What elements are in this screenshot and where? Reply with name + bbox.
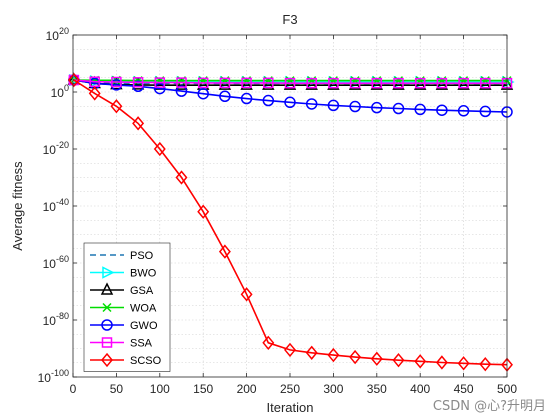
series-point-ssa	[241, 77, 252, 89]
series-point-gwo	[262, 94, 275, 107]
series-point-ssa	[176, 77, 187, 88]
x-tick-label: 400	[410, 382, 430, 396]
series-point-ssa	[111, 76, 122, 88]
series-point-ssa	[89, 76, 100, 87]
series-line-scso	[73, 79, 508, 366]
x-tick-label: 200	[237, 382, 257, 396]
legend-marker-ssa	[101, 337, 113, 348]
series-point-scso	[284, 342, 296, 358]
legend: PSO BWO GSA WOA GWO SSA SCSO	[83, 242, 171, 372]
legend-marker-gwo	[101, 319, 113, 331]
series-point-ssa	[458, 77, 469, 89]
series-point-scso	[370, 351, 383, 366]
series-point-ssa	[132, 77, 144, 88]
series-point-scso	[67, 72, 80, 88]
x-tick-label: 0	[70, 382, 77, 396]
series-point-scso	[197, 204, 210, 219]
series-point-gwo	[479, 105, 492, 118]
legend-label-woa: WOA	[130, 303, 157, 315]
y-axis-ticks: 1020 100 10-20 10-40 10-60 10-80 10-100	[38, 26, 507, 385]
series-point-gwo	[349, 100, 361, 113]
series-point-scso	[327, 347, 340, 363]
x-tick-label: 50	[110, 382, 124, 396]
series-point-scso	[88, 86, 101, 101]
legend-label-gwo: GWO	[130, 320, 158, 332]
series-point-gwo	[414, 103, 426, 116]
watermark: CSDN @心?升明月	[432, 399, 546, 414]
series-point-ssa	[349, 77, 361, 89]
series-point-scso	[457, 356, 470, 371]
series-point-ssa	[263, 77, 274, 89]
legend-marker-gsa	[100, 282, 114, 295]
series-point-ssa	[371, 77, 383, 89]
x-axis-ticks: 0 50 100 150 200 250 300 350 400 450 500	[70, 35, 517, 396]
series-point-scso	[479, 357, 492, 372]
x-tick-label: 150	[193, 382, 213, 396]
y-axis-label: Average fitness	[10, 161, 25, 251]
series-point-ssa	[414, 77, 426, 89]
series-point-scso	[132, 116, 145, 131]
y-tick-label: 100	[51, 83, 69, 100]
x-axis-label: Iteration	[267, 400, 314, 415]
series-line-gsa	[73, 79, 507, 86]
series-point-ssa	[154, 77, 166, 88]
x-tick-label: 500	[497, 382, 517, 396]
series-point-gwo	[457, 105, 470, 117]
series-line-ssa	[73, 79, 507, 84]
x-tick-label: 100	[150, 382, 170, 396]
series-point-gwo	[371, 101, 383, 114]
series-point-gwo	[175, 85, 188, 97]
legend-label-ssa: SSA	[130, 338, 153, 350]
series-point-gwo	[327, 99, 340, 112]
legend-label-gsa: GSA	[130, 285, 154, 297]
series-point-scso	[175, 170, 188, 185]
series-line-gwo	[73, 79, 508, 113]
legend-marker-bwo	[102, 266, 115, 279]
series-point-scso	[153, 141, 166, 157]
series-point-gwo	[240, 92, 253, 105]
y-tick-label: 10-60	[43, 254, 69, 271]
x-tick-label: 450	[454, 382, 474, 396]
series-point-scso	[414, 354, 427, 369]
series-point-ssa	[480, 77, 491, 89]
series-point-scso	[392, 353, 405, 368]
legend-label-bwo: BWO	[130, 268, 157, 280]
y-tick-label: 10-20	[43, 140, 69, 157]
y-tick-label: 10-80	[43, 311, 69, 328]
series-point-gwo	[284, 96, 296, 109]
legend-marker-scso	[101, 352, 113, 368]
y-tick-label: 10-40	[43, 197, 69, 214]
x-tick-label: 350	[367, 382, 387, 396]
series-point-gwo	[305, 98, 318, 110]
series-point-ssa	[306, 77, 317, 89]
x-tick-label: 250	[280, 382, 300, 396]
series-group	[67, 72, 515, 372]
series-point-gwo	[219, 90, 231, 103]
series-point-scso	[305, 345, 318, 360]
series-point-ssa	[436, 77, 448, 89]
series-point-scso	[262, 335, 275, 350]
series-point-scso	[435, 355, 448, 370]
series-point-gwo	[197, 87, 209, 100]
chart-title: F3	[282, 12, 297, 27]
y-tick-label: 10-100	[38, 368, 69, 385]
series-point-scso	[240, 287, 253, 302]
legend-label-pso: PSO	[130, 250, 154, 262]
series-point-gwo	[392, 102, 405, 115]
legend-marker-woa	[102, 302, 112, 313]
y-tick-label: 1020	[46, 26, 69, 43]
legend-label-scso: SCSO	[130, 355, 162, 367]
series-point-gwo	[436, 104, 448, 116]
series-point-ssa	[219, 77, 231, 89]
series-point-ssa	[328, 77, 339, 89]
x-tick-label: 300	[323, 382, 343, 396]
series-point-ssa	[284, 77, 296, 89]
series-point-scso	[218, 244, 231, 259]
series-point-scso	[349, 349, 362, 365]
series-point-ssa	[197, 77, 209, 89]
series-point-scso	[110, 99, 123, 114]
series-point-ssa	[393, 77, 404, 89]
series-point-gwo	[154, 82, 166, 95]
